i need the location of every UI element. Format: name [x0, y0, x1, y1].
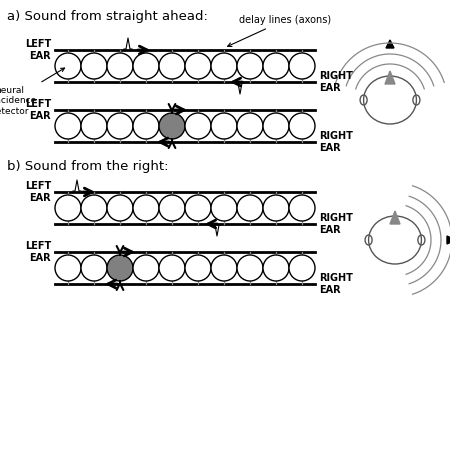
Circle shape — [133, 255, 159, 281]
Circle shape — [211, 195, 237, 221]
Circle shape — [211, 255, 237, 281]
Circle shape — [289, 113, 315, 139]
Text: LEFT
EAR: LEFT EAR — [25, 39, 51, 61]
Circle shape — [263, 195, 289, 221]
Circle shape — [237, 53, 263, 79]
Circle shape — [211, 113, 237, 139]
Circle shape — [263, 53, 289, 79]
Circle shape — [185, 53, 211, 79]
Circle shape — [81, 113, 107, 139]
Polygon shape — [447, 236, 450, 244]
Text: LEFT
EAR: LEFT EAR — [25, 181, 51, 203]
Circle shape — [211, 53, 237, 79]
Circle shape — [159, 255, 185, 281]
Circle shape — [55, 113, 81, 139]
Circle shape — [133, 195, 159, 221]
Text: delay lines (axons): delay lines (axons) — [228, 15, 331, 46]
Text: RIGHT
EAR: RIGHT EAR — [319, 131, 353, 153]
Circle shape — [81, 255, 107, 281]
Circle shape — [81, 195, 107, 221]
Polygon shape — [390, 211, 400, 224]
Circle shape — [237, 113, 263, 139]
Circle shape — [55, 53, 81, 79]
Polygon shape — [386, 40, 394, 48]
Circle shape — [185, 255, 211, 281]
Circle shape — [107, 255, 133, 281]
Text: LEFT
EAR: LEFT EAR — [25, 99, 51, 121]
Circle shape — [107, 195, 133, 221]
Circle shape — [133, 113, 159, 139]
Circle shape — [81, 53, 107, 79]
Text: LEFT
EAR: LEFT EAR — [25, 241, 51, 263]
Text: RIGHT
EAR: RIGHT EAR — [319, 273, 353, 295]
Circle shape — [237, 255, 263, 281]
Circle shape — [159, 113, 185, 139]
Circle shape — [55, 195, 81, 221]
Text: RIGHT
EAR: RIGHT EAR — [319, 71, 353, 93]
Circle shape — [159, 195, 185, 221]
Text: neural
coincidence
detector: neural coincidence detector — [0, 68, 64, 116]
Circle shape — [289, 255, 315, 281]
Text: b) Sound from the right:: b) Sound from the right: — [7, 160, 168, 173]
Text: RIGHT
EAR: RIGHT EAR — [319, 213, 353, 235]
Circle shape — [159, 53, 185, 79]
Circle shape — [237, 195, 263, 221]
Polygon shape — [385, 71, 395, 84]
Text: a) Sound from straight ahead:: a) Sound from straight ahead: — [7, 10, 208, 23]
Circle shape — [107, 53, 133, 79]
Circle shape — [263, 113, 289, 139]
Circle shape — [289, 53, 315, 79]
Circle shape — [185, 113, 211, 139]
Circle shape — [133, 53, 159, 79]
Circle shape — [289, 195, 315, 221]
Circle shape — [55, 255, 81, 281]
Circle shape — [107, 113, 133, 139]
Circle shape — [263, 255, 289, 281]
Circle shape — [185, 195, 211, 221]
